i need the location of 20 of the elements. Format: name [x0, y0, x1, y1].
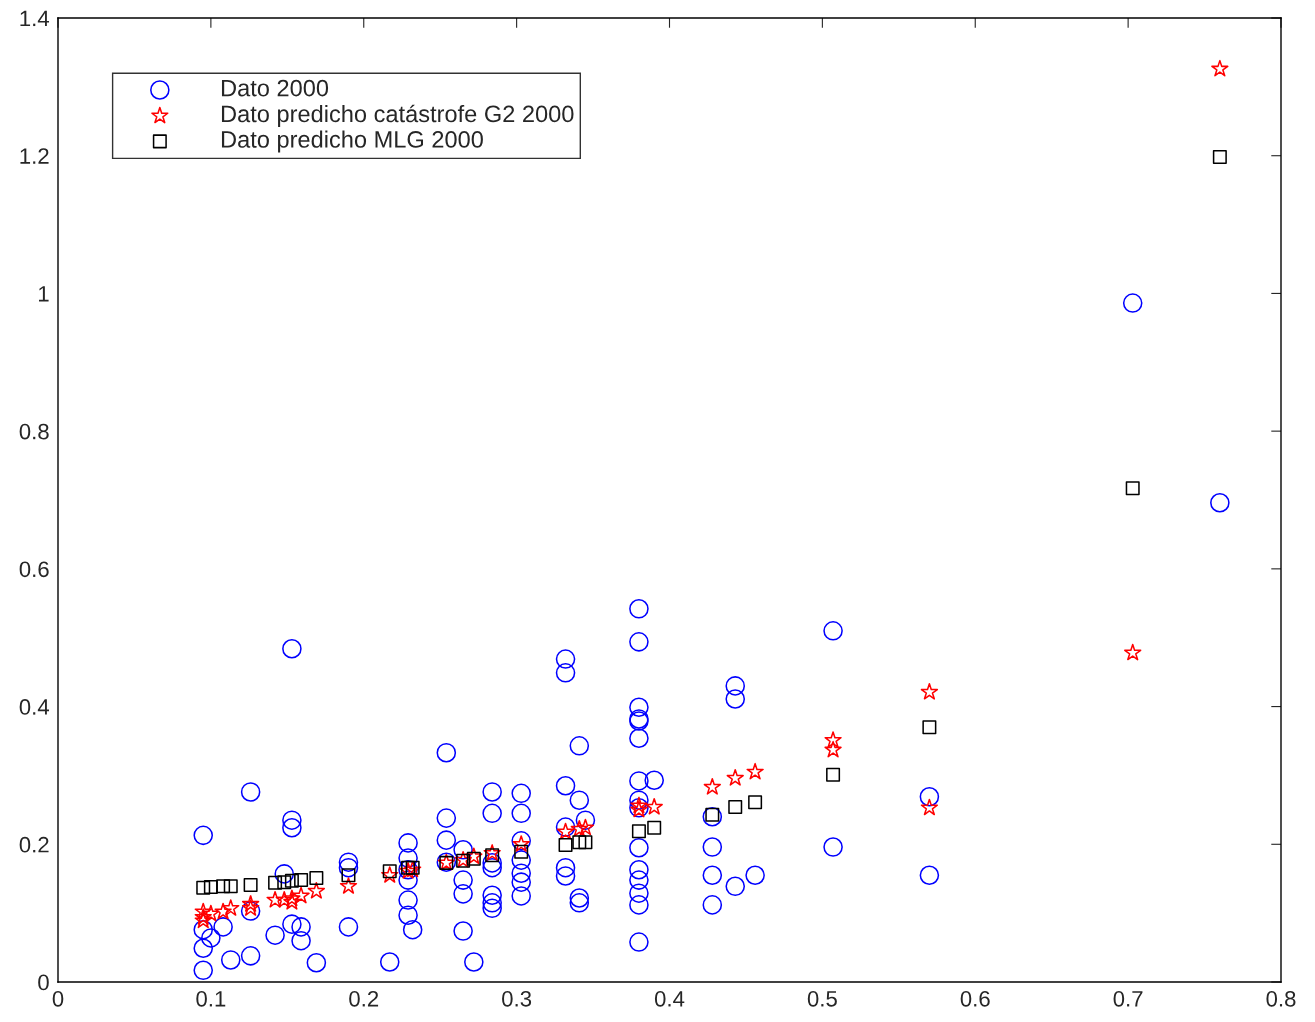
legend-label: Dato predicho MLG 2000	[221, 130, 483, 153]
x-tick-label: 0.1	[196, 990, 226, 1007]
x-tick-label: 0.6	[960, 990, 990, 1007]
y-tick-label: 0.6	[19, 561, 49, 578]
x-tick-label: 0	[52, 990, 64, 1007]
legend-label: Dato 2000	[221, 79, 329, 97]
y-tick-label: 0.2	[19, 836, 49, 853]
x-tick-label: 0.3	[502, 990, 532, 1007]
x-tick-label: 0.7	[1113, 990, 1143, 1007]
y-tick-label: 1.2	[20, 148, 49, 164]
y-tick-label: 1.4	[20, 10, 50, 27]
y-tick-label: 0.4	[19, 699, 50, 715]
x-tick-label: 0.8	[1266, 990, 1296, 1007]
x-tick-label: 0.4	[654, 990, 685, 1007]
y-tick-label: 0.8	[19, 423, 49, 440]
y-tick-label: 1	[39, 286, 49, 302]
y-tick-label: 0	[38, 974, 49, 991]
legend-label: Dato predicho catástrofe G2 2000	[221, 104, 574, 127]
x-tick-label: 0.5	[807, 990, 837, 1007]
x-tick-label: 0.2	[349, 990, 379, 1007]
